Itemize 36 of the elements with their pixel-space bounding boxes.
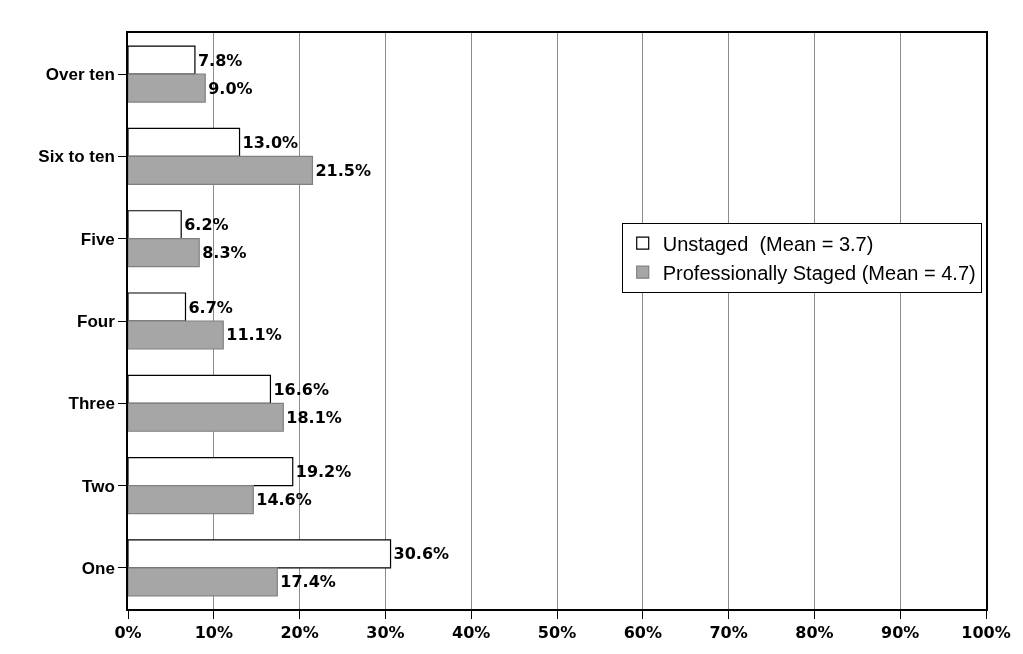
data-label: 30.6% xyxy=(393,544,450,564)
x-tick-label: 70% xyxy=(709,622,748,642)
y-tick-label: Two xyxy=(82,476,115,496)
data-label: 18.1% xyxy=(286,407,342,427)
data-label: 6.7% xyxy=(188,297,233,317)
x-tick-label: 90% xyxy=(881,622,920,642)
bar xyxy=(128,238,200,268)
x-tick-label: 0% xyxy=(114,622,142,642)
data-label: 8.3% xyxy=(202,243,247,263)
x-tick-label: 60% xyxy=(623,622,662,642)
data-label: 13.0% xyxy=(242,132,299,152)
legend-label: Unstaged (Mean = 3.7) xyxy=(662,232,874,255)
x-tick-label: 30% xyxy=(366,622,405,642)
data-label: 17.4% xyxy=(280,572,336,592)
y-tick-label: Over ten xyxy=(45,65,115,85)
bar xyxy=(128,73,206,103)
x-tick-label: 20% xyxy=(280,622,319,642)
y-tick-label: Three xyxy=(68,394,115,414)
data-label: 21.5% xyxy=(315,160,371,180)
y-tick-label: Five xyxy=(80,229,115,249)
x-tick-label: 80% xyxy=(795,622,834,642)
data-label: 7.8% xyxy=(197,50,243,70)
x-tick-label: 40% xyxy=(452,622,491,642)
x-tick-label: 100% xyxy=(961,622,1011,642)
data-label: 6.2% xyxy=(184,215,229,235)
data-label: 9.0% xyxy=(208,78,253,98)
y-tick-label: One xyxy=(81,558,115,578)
x-tick-label: 50% xyxy=(537,622,577,642)
data-label: 14.6% xyxy=(256,490,312,510)
data-label: 19.2% xyxy=(295,462,352,482)
data-label: 11.1% xyxy=(226,325,282,345)
x-tick-label: 10% xyxy=(194,622,233,642)
legend-label: Professionally Staged (Mean = 4.7) xyxy=(662,261,976,284)
y-tick-label: Four xyxy=(77,311,116,331)
y-tick-label: Six to ten xyxy=(38,147,115,167)
data-label: 16.6% xyxy=(273,379,329,399)
